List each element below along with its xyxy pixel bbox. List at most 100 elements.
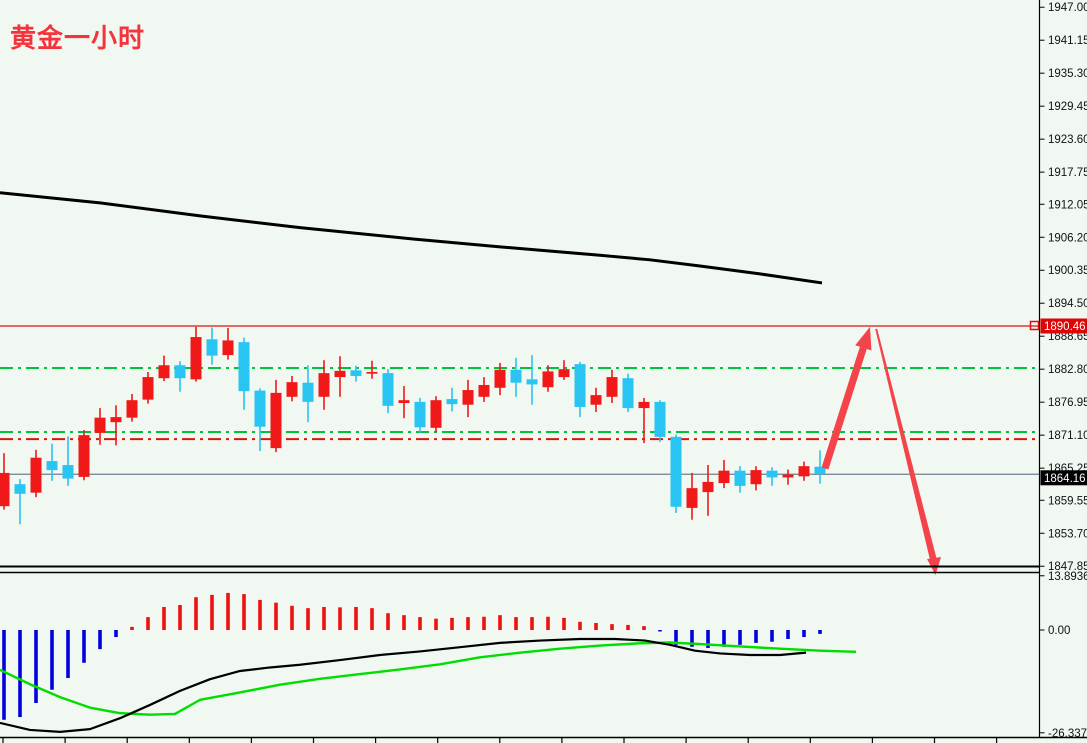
indicator-axis-label: -26.3373 (1048, 728, 1087, 740)
candle-body (286, 382, 298, 397)
candle-body (222, 340, 234, 356)
candle-body (318, 373, 330, 397)
candle-body (606, 377, 618, 397)
macd-histogram-bar (802, 630, 806, 638)
macd-histogram-bar (322, 606, 326, 630)
candle-body (30, 457, 42, 493)
candle-body (814, 466, 826, 475)
macd-histogram-bar (786, 630, 790, 639)
candle-body (702, 481, 714, 493)
candle-body (558, 369, 570, 378)
macd-histogram-bar (306, 608, 310, 630)
macd-histogram-bar (546, 616, 550, 630)
candle-body (334, 370, 346, 378)
candle-body (478, 384, 490, 397)
price-axis-label: 1917.75 (1048, 167, 1087, 179)
candle-body (638, 401, 650, 409)
candle-body (750, 470, 762, 485)
candle-body (0, 472, 10, 507)
macd-histogram-bar (114, 630, 118, 638)
macd-histogram-bar (226, 592, 230, 630)
price-axis-label: 1859.55 (1048, 495, 1087, 507)
candle-body (14, 484, 26, 494)
candle-body (126, 400, 138, 418)
arrow-up-head (855, 326, 872, 351)
candle-body (78, 435, 90, 477)
macd-histogram-bar (498, 615, 502, 630)
candle-body (798, 466, 810, 477)
macd-histogram-bar (2, 630, 6, 720)
forecast-arrow-annotation (821, 326, 941, 575)
macd-histogram-bar (290, 605, 294, 630)
macd-histogram-bar (402, 615, 406, 630)
macd-histogram-bar (354, 606, 358, 630)
ma-line (0, 191, 823, 285)
candle-body (254, 390, 266, 427)
candle-body (206, 339, 218, 356)
candle-body (398, 400, 410, 404)
indicator-axis-label: 13.8936 (1048, 571, 1087, 583)
macd-histogram-bar (706, 630, 710, 648)
price-axis-label: 1935.30 (1048, 68, 1087, 80)
candle-body (446, 399, 458, 405)
macd-histogram-bar (82, 630, 86, 663)
price-axis-label: 1894.50 (1048, 298, 1087, 310)
macd-histogram-bar (482, 616, 486, 630)
indicator-axis-label: 0.00 (1048, 625, 1070, 637)
macd-histogram-bar (98, 630, 102, 650)
arrow-down-shaft (875, 328, 938, 562)
candle-body (350, 370, 362, 376)
candlestick-layer (0, 326, 826, 525)
candle-body (574, 364, 586, 407)
candle-body (782, 474, 794, 478)
candle-body (302, 382, 314, 402)
macd-histogram-bar (242, 594, 246, 630)
candle-body (718, 470, 730, 484)
current-price-tag-value: 1864.16 (1044, 473, 1086, 485)
alert-price-tag (1040, 318, 1087, 334)
macd-histogram-bar (50, 630, 54, 690)
price-axis-label: 1853.70 (1048, 528, 1087, 540)
candle-body (654, 401, 666, 437)
price-axis[interactable]: 1947.00 1941.15 1935.30 1929.45 1923.60 1917.… (1029, 2, 1087, 740)
chart-title: 黄金一小时 (10, 24, 146, 54)
price-axis-label: 1882.80 (1048, 364, 1087, 376)
candle-body (622, 378, 634, 409)
macd-histogram-bar (578, 621, 582, 630)
candle-body (414, 401, 426, 428)
macd-histogram-bar (770, 630, 774, 642)
macd-histogram-bar (434, 618, 438, 630)
candle-body (46, 461, 58, 471)
price-axis-label: 1876.95 (1048, 397, 1087, 409)
price-axis-label: 1912.05 (1048, 199, 1087, 211)
candle-body (494, 369, 506, 388)
candle-body (526, 379, 538, 385)
candle-body (270, 392, 282, 449)
macd-histogram-bar (338, 607, 342, 630)
macd-histogram-bar (146, 617, 150, 630)
macd-histogram-bar (738, 630, 742, 645)
alert-line-marker (1029, 320, 1040, 331)
candle-body (590, 395, 602, 405)
macd-histogram-bar (562, 617, 566, 630)
macd-histogram-bar (530, 617, 534, 630)
macd-histogram-bar (818, 630, 822, 634)
macd-histogram-bar (386, 613, 390, 630)
macd-histogram-bar (418, 617, 422, 630)
macd-histogram-bar (722, 630, 726, 647)
macd-histogram-bar (66, 630, 70, 679)
macd-histogram-bar (258, 599, 262, 630)
candle-body (158, 365, 170, 379)
time-axis[interactable] (2, 737, 998, 743)
macd-histogram-bar (18, 630, 22, 718)
current-price-tag (1040, 470, 1087, 486)
candle-body (542, 371, 554, 388)
arrow-up-shaft (821, 346, 867, 470)
candle-body (142, 377, 154, 400)
alert-price-tag-value: 1890.46 (1044, 321, 1086, 333)
candle-body (462, 390, 474, 405)
candle-body (686, 488, 698, 508)
candle-body (110, 417, 122, 423)
